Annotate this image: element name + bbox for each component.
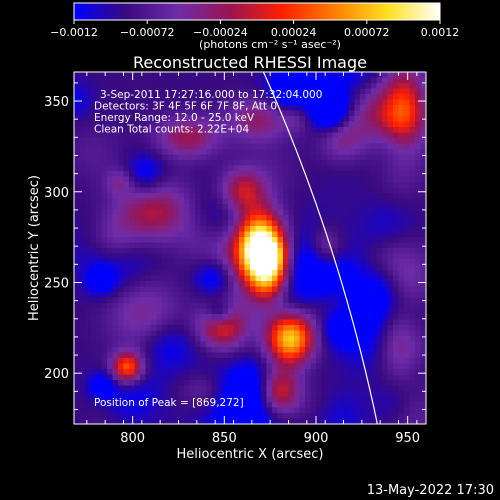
chart-title: Reconstructed RHESSI Image bbox=[133, 53, 367, 72]
plot-frame bbox=[73, 71, 427, 425]
x-axis-label: Heliocentric X (arcsec) bbox=[177, 447, 324, 462]
peak-position-label: Position of Peak = [869,272] bbox=[94, 397, 244, 409]
solar-limb bbox=[262, 72, 378, 424]
colorbar-tick-label: −0.00024 bbox=[193, 26, 248, 39]
footer-date: 13-May-2022 17:30 bbox=[367, 483, 494, 498]
colorbar-tick-label: −0.0012 bbox=[50, 26, 98, 39]
colorbar-tick-label: 0.00024 bbox=[271, 26, 317, 39]
x-tick-label: 950 bbox=[395, 431, 420, 446]
annotation-line: Clean Total counts: 2.22E+04 bbox=[94, 124, 249, 136]
x-tick-label: 900 bbox=[304, 431, 329, 446]
colorbar-ticks: −0.0012 −0.00072 −0.00024 0.00024 0.00072 0.0… bbox=[50, 20, 459, 39]
y-tick-label: 300 bbox=[44, 186, 69, 201]
annotation-line: Energy Range: 12.0 - 25.0 keV bbox=[94, 112, 255, 124]
annotation-line: Detectors: 3F 4F 5F 6F 7F 8F, Att 0 bbox=[94, 101, 277, 113]
colorbar-tick-label: 0.0012 bbox=[421, 26, 460, 39]
y-tick-label: 200 bbox=[44, 367, 69, 382]
heatmap-image bbox=[74, 72, 426, 424]
annotation-line: 3-Sep-2011 17:27:16.000 to 17:32:04.000 bbox=[100, 89, 322, 101]
x-axis-ticks: 800 850 900 950 bbox=[86, 72, 420, 446]
colorbar bbox=[73, 2, 441, 21]
annotations: 3-Sep-2011 17:27:16.000 to 17:32:04.000D… bbox=[94, 89, 322, 136]
x-tick-label: 850 bbox=[212, 431, 237, 446]
colorbar-tick-label: 0.00072 bbox=[344, 26, 390, 39]
colorbar-tick-label: −0.00072 bbox=[120, 26, 175, 39]
y-tick-label: 250 bbox=[44, 276, 69, 291]
y-tick-label: 350 bbox=[44, 95, 69, 110]
y-axis-ticks: 200 250 300 350 bbox=[44, 82, 426, 410]
y-axis-label: Heliocentric Y (arcsec) bbox=[27, 175, 42, 321]
colorbar-units: (photons cm⁻² s⁻¹ asec⁻²) bbox=[199, 38, 341, 51]
x-tick-label: 800 bbox=[120, 431, 145, 446]
